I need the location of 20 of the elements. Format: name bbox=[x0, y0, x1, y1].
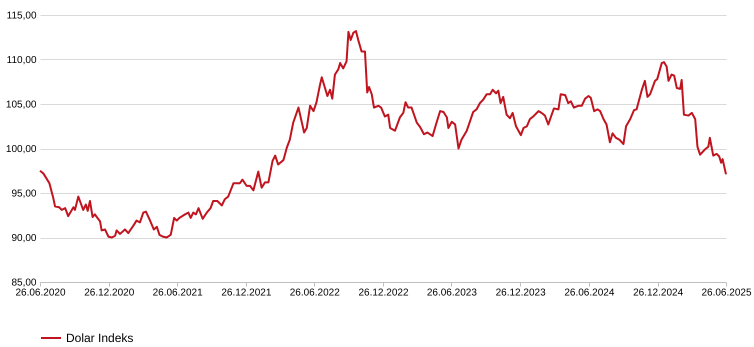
y-tick-label: 100,00 bbox=[6, 144, 37, 155]
x-tick-label: 26.06.2022 bbox=[290, 288, 340, 298]
x-tick-label: 26.06.2024 bbox=[564, 288, 615, 298]
y-tick-label: 85,00 bbox=[11, 278, 37, 288]
x-tick-label: 26.12.2023 bbox=[496, 288, 546, 298]
x-tick-label: 26.06.2023 bbox=[426, 288, 478, 298]
x-tick-label: 26.06.2021 bbox=[152, 288, 204, 298]
x-tick-label: 26.06.2025 bbox=[701, 288, 752, 298]
legend-label: Dolar Indeks bbox=[66, 331, 134, 345]
y-tick-label: 110,00 bbox=[6, 55, 37, 66]
y-tick-label: 105,00 bbox=[6, 100, 37, 110]
y-tick-label: 95,00 bbox=[11, 188, 37, 200]
y-tick-label: 90,00 bbox=[11, 233, 37, 244]
line-series bbox=[39, 30, 727, 238]
x-tick-label: 26.12.2020 bbox=[84, 288, 135, 298]
x-tick-label: 26.12.2021 bbox=[221, 288, 272, 298]
y-tick-label: 115,00 bbox=[6, 10, 37, 22]
x-tick-label: 26.12.2024 bbox=[633, 288, 684, 298]
x-tick-label: 26.12.2022 bbox=[358, 288, 409, 298]
x-tick-label: 26.06.2020 bbox=[15, 288, 66, 298]
